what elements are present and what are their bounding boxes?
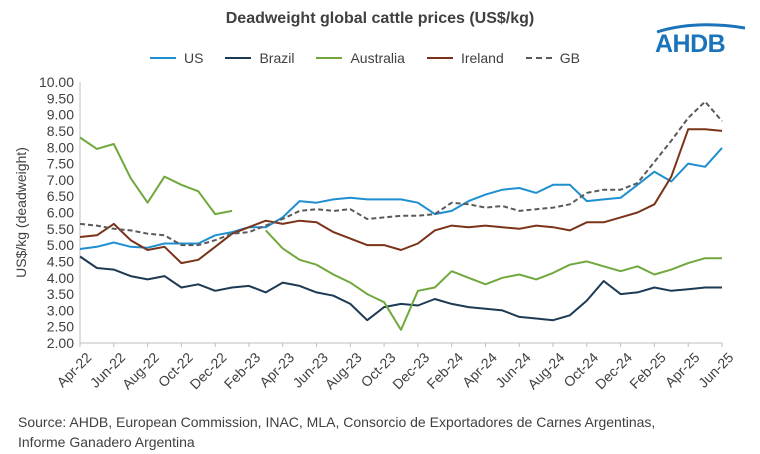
y-tick-label: 4.50 [47, 253, 74, 269]
x-tick-label: Apr-25 [662, 349, 703, 390]
x-tick-label: Feb-23 [221, 349, 264, 392]
x-tick-label: Aug-22 [119, 349, 162, 392]
series-line-australia [79, 136, 722, 331]
legend-label: GB [559, 50, 580, 66]
y-tick-label: 2.50 [47, 319, 74, 335]
y-tick-label: 6.00 [47, 205, 74, 221]
source-note: Source: AHDB, European Commission, INAC,… [18, 414, 656, 450]
x-tick-label: Jun-25 [695, 349, 737, 391]
y-tick-label: 8.00 [47, 139, 74, 155]
y-tick-label: 4.00 [47, 270, 74, 286]
x-tick-label: Apr-23 [256, 349, 297, 390]
legend-label: Australia [350, 50, 405, 66]
legend-swatch [316, 57, 343, 59]
legend-item-us: US [150, 50, 203, 66]
legend: US Brazil Australia Ireland GB [150, 50, 602, 66]
legend-item-gb: GB [525, 50, 580, 66]
legend-item-australia: Australia [316, 50, 405, 66]
y-tick-label: 5.50 [47, 221, 74, 237]
y-tick-label: 5.00 [47, 237, 74, 253]
x-tick-label: Aug-24 [524, 349, 567, 392]
chart-title: Deadweight global cattle prices (US$/kg) [225, 10, 535, 27]
y-tick-label: 9.50 [47, 90, 74, 106]
y-tick-label: 7.50 [47, 156, 74, 172]
series-line-gb [79, 100, 723, 247]
legend-swatch [150, 57, 176, 59]
y-tick-label: 9.00 [47, 107, 74, 123]
y-tick-label: 3.00 [47, 302, 74, 318]
legend-item-ireland: Ireland [426, 50, 504, 66]
y-tick-label: 2.00 [47, 335, 74, 351]
y-tick-label: 3.50 [47, 286, 74, 302]
x-tick-label: Apr-22 [53, 349, 94, 390]
series-line-us [79, 147, 723, 250]
y-tick-label: 10.00 [39, 74, 74, 90]
legend-label: US [184, 50, 204, 66]
x-tick-label: Dec-23 [389, 349, 432, 392]
y-tick-label: 6.50 [47, 188, 74, 204]
series-line-ireland [79, 128, 723, 265]
legend-label: Brazil [259, 50, 295, 66]
legend-label: Ireland [460, 50, 504, 66]
legend-item-brazil: Brazil [225, 50, 294, 66]
y-tick-label: 7.00 [47, 172, 74, 188]
x-tick-label: Apr-24 [459, 349, 500, 390]
x-tick-label: Dec-22 [186, 349, 229, 392]
y-tick-label: 8.50 [47, 123, 74, 139]
x-tick-label: Feb-24 [423, 349, 466, 392]
ahdb-logo: AHDB [655, 22, 747, 62]
y-axis-label: US$/kg (deadweight) [13, 147, 29, 278]
legend-swatch [225, 57, 252, 59]
x-tick-label: Feb-25 [626, 349, 669, 392]
legend-swatch [525, 57, 552, 59]
legend-swatch [426, 57, 453, 59]
logo-swoosh-icon [656, 23, 746, 34]
x-tick-label: Aug-23 [322, 349, 365, 392]
x-tick-label: Dec-24 [592, 349, 635, 392]
logo-text: AHDB [655, 30, 726, 58]
series-line-brazil [79, 255, 722, 322]
